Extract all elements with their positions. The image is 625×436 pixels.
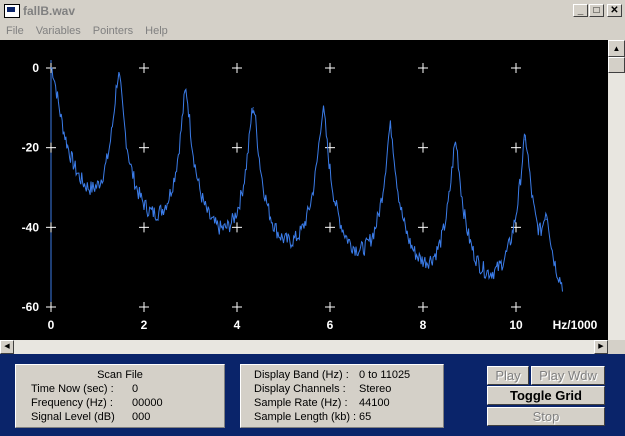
spectrum-plot[interactable]: 0 -20 -40 -60 0 2 4 6 8 10 Hz/1000 (0, 40, 608, 340)
x-tick-label: 8 (420, 318, 427, 332)
spectrum-peak-point (117, 75, 120, 77)
spectrum-peak-point (524, 139, 526, 141)
scroll-corner (608, 340, 625, 354)
scroll-right-icon[interactable]: ▶ (594, 340, 608, 354)
x-axis-unit-label: Hz/1000 (553, 318, 598, 332)
app-icon[interactable] (4, 4, 20, 18)
spectrum-peak-point (545, 218, 547, 220)
window-title: fallB.wav (23, 4, 76, 18)
display-band-label: Display Band (Hz) : (254, 369, 349, 381)
menu-help[interactable]: Help (145, 25, 168, 37)
signal-level-label: Signal Level (dB) (31, 411, 115, 423)
y-tick-label: -20 (22, 141, 40, 155)
sample-length-label: Sample Length (kb) : (254, 411, 357, 423)
play-button[interactable]: Play (487, 366, 529, 385)
x-tick-label: 0 (48, 318, 55, 332)
scroll-up-icon[interactable]: ▲ (608, 40, 625, 57)
scan-file-title: Scan File (97, 369, 143, 381)
sample-length-value: 65 (359, 411, 372, 423)
stop-button[interactable]: Stop (487, 407, 605, 426)
y-tick-label: -60 (22, 300, 40, 314)
menu-variables[interactable]: Variables (35, 25, 81, 37)
time-now-value: 0 (132, 383, 139, 395)
x-tick-label: 6 (327, 318, 334, 332)
frequency-value: 00000 (132, 397, 163, 409)
x-tick-label: 10 (509, 318, 523, 332)
control-panel: Scan File Time Now (sec) : 0 Frequency (… (0, 354, 625, 436)
file-info-panel: Display Band (Hz) : 0 to 11025 Display C… (240, 364, 444, 428)
close-button[interactable]: ✕ (607, 4, 622, 17)
spectrum-peak-point (252, 107, 254, 109)
title-bar: fallB.wav _ □ ✕ (0, 0, 625, 22)
spectrum-chart: 0 -20 -40 -60 0 2 4 6 8 10 Hz/1000 (22, 60, 598, 332)
signal-level-value: 000 (132, 411, 151, 423)
y-tick-label: 0 (32, 61, 39, 75)
display-band-value: 0 to 11025 (359, 369, 411, 381)
horizontal-scrollbar[interactable]: ◀ ▶ (0, 340, 608, 354)
menu-pointers[interactable]: Pointers (92, 25, 134, 37)
display-channels-value: Stereo (359, 383, 392, 395)
spectrum-peak-point (322, 111, 324, 113)
spectrum-peak-point (389, 127, 392, 129)
display-channels-label: Display Channels : (254, 383, 346, 395)
sample-rate-label: Sample Rate (Hz) : (254, 397, 348, 409)
spectrum-peak-point (454, 143, 457, 145)
scroll-left-icon[interactable]: ◀ (0, 340, 14, 354)
toggle-grid-button[interactable]: Toggle Grid (487, 386, 605, 405)
x-tick-label: 2 (141, 318, 148, 332)
play-window-button[interactable]: Play Wdw (531, 366, 605, 385)
menu-bar: File Variables Pointers Help (0, 22, 625, 40)
x-tick-label: 4 (234, 318, 241, 332)
scroll-thumb[interactable] (608, 57, 625, 73)
sample-rate-value: 44100 (359, 397, 390, 409)
minimize-button[interactable]: _ (573, 4, 588, 17)
spectrum-peak-point (185, 91, 187, 93)
time-now-label: Time Now (sec) : (31, 383, 114, 395)
vertical-scrollbar[interactable]: ▲ (608, 40, 625, 340)
maximize-button[interactable]: □ (589, 4, 604, 17)
frequency-label: Frequency (Hz) : (31, 397, 113, 409)
y-tick-label: -40 (22, 220, 40, 234)
spectrum-peak-point (50, 67, 52, 69)
menu-file[interactable]: File (6, 25, 24, 37)
spectrum-line (50, 67, 563, 292)
scan-file-panel: Scan File Time Now (sec) : 0 Frequency (… (15, 364, 225, 428)
